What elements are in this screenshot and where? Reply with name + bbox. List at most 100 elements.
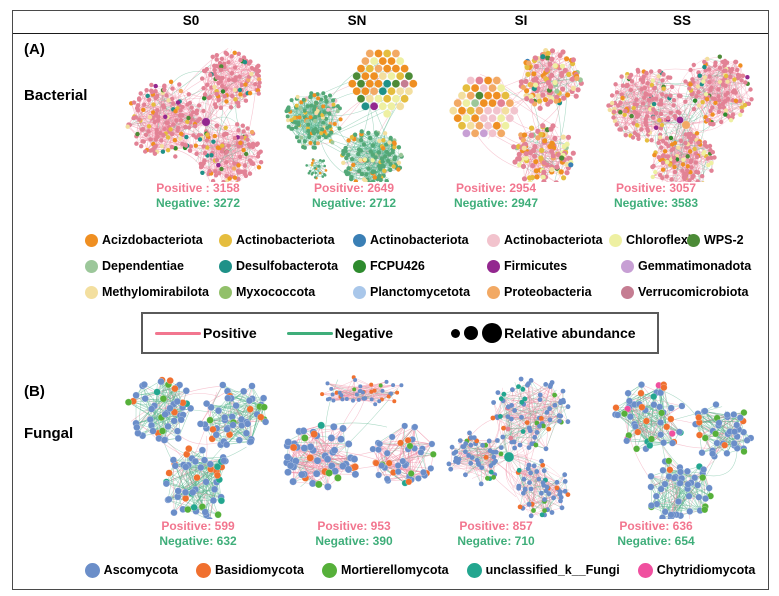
- legend-dot-icon: [466, 562, 482, 578]
- legend-dot-icon: [353, 285, 366, 299]
- panel-a-title: Bacterial: [24, 87, 88, 104]
- legend-label: WPS-2: [704, 233, 744, 247]
- legend-dot-icon: [487, 233, 500, 247]
- legend-dot-icon: [196, 562, 212, 578]
- network-bacterial-si: [449, 48, 584, 182]
- bacterial-legend-row-3: Methylomirabilota Myxococcota Planctomycet…: [85, 279, 755, 305]
- negative-line-label: Negative: [334, 325, 394, 341]
- positive-count: Positive: 857: [459, 519, 533, 533]
- legend-dot-icon: [219, 233, 232, 247]
- legend-item: Planctomycetota: [353, 285, 487, 299]
- negative-count: Negative: 390: [315, 533, 393, 548]
- legend-label: Basidiomycota: [215, 563, 304, 577]
- legend-item: Actinobacteriota: [353, 233, 487, 247]
- edge-legend-box: Positive Negative Relative abundance: [141, 312, 659, 354]
- legend-item: Methylomirabilota: [85, 285, 219, 299]
- abundance-dot-small: [451, 328, 461, 338]
- panel-b-tag: (B): [24, 383, 45, 400]
- legend-label: Firmicutes: [504, 259, 568, 273]
- positive-count: Positive : 3158: [156, 181, 240, 195]
- negative-line-swatch: [286, 331, 333, 335]
- column-header-s0: S0: [182, 13, 200, 28]
- header-divider: [13, 33, 768, 34]
- negative-count: Negative: 654: [617, 533, 695, 548]
- legend-label: Planctomycetota: [370, 285, 471, 299]
- column-header-ss: SS: [672, 13, 691, 28]
- legend-dot-icon: [621, 285, 634, 299]
- legend-dot-icon: [487, 285, 500, 299]
- legend-item: Chloroflexi: [609, 233, 691, 247]
- legend-dot-icon: [85, 233, 98, 247]
- legend-dot-icon: [609, 233, 622, 247]
- legend-dot-icon: [687, 233, 700, 247]
- legend-item: Basidiomycota: [196, 562, 304, 578]
- positive-line-label: Positive: [203, 325, 257, 341]
- column-header-sn: SN: [347, 13, 367, 28]
- positive-count: Positive: 636: [619, 519, 693, 533]
- negative-count: Negative: 632: [159, 533, 237, 548]
- figure-frame: S0 SN SI SS (A) Bacterial Positive : 315…: [12, 10, 769, 590]
- legend-item: Mortierellomycota: [321, 562, 449, 578]
- legend-label: Actinobacteriota: [370, 233, 469, 247]
- legend-item: Dependentiae: [85, 259, 219, 273]
- negative-count: Negative: 3583: [613, 195, 699, 210]
- legend-label: Proteobacteria: [504, 285, 592, 299]
- negative-count: Negative: 2712: [311, 195, 397, 210]
- abundance-dot-large: [482, 323, 503, 343]
- legend-label: Acizdobacteriota: [102, 233, 203, 247]
- legend-dot-icon: [487, 259, 500, 273]
- network-fungal-s0: [124, 376, 270, 519]
- legend-item: unclassified_k__Fungi: [466, 562, 620, 578]
- legend-dot-icon: [353, 233, 366, 247]
- legend-dot-icon: [219, 285, 232, 299]
- legend-label: Chytridiomycota: [656, 563, 756, 577]
- legend-item: Myxococcota: [219, 285, 353, 299]
- legend-label: Methylomirabilota: [102, 285, 209, 299]
- bacterial-legend-row-2: Dependentiae Desulfobacterota FCPU426 Firmi…: [85, 253, 755, 279]
- legend-item: Firmicutes: [487, 259, 621, 273]
- legend-label: Actinobacteriota: [504, 233, 603, 247]
- stats-fungal-si: Positive: 857 Negative: 710: [415, 519, 577, 548]
- network-fungal-ss: [611, 381, 755, 519]
- legend-item: Gemmatimonadota: [621, 259, 751, 273]
- legend-item: Proteobacteria: [487, 285, 621, 299]
- negative-count: Negative: 710: [457, 533, 535, 548]
- legend-dot-icon: [84, 562, 100, 578]
- legend-item: Chytridiomycota: [637, 562, 756, 578]
- positive-count: Positive: 953: [317, 519, 391, 533]
- panel-a-tag: (A): [24, 41, 45, 58]
- positive-line-swatch: [155, 331, 201, 335]
- legend-dot-icon: [321, 562, 337, 578]
- legend-dot-icon: [637, 562, 653, 578]
- positive-count: Positive: 2954: [455, 181, 537, 195]
- legend-item: WPS-2: [687, 233, 744, 247]
- legend-dot-icon: [621, 259, 634, 273]
- negative-count: Negative: 2947: [453, 195, 539, 210]
- stats-bacterial-si: Positive: 2954 Negative: 2947: [415, 181, 577, 210]
- network-fungal-sn: [283, 375, 437, 492]
- legend-item: Acizdobacteriota: [85, 233, 219, 247]
- legend-dot-icon: [85, 285, 98, 299]
- legend-item: Desulfobacterota: [219, 259, 353, 273]
- positive-count: Positive: 599: [161, 519, 235, 533]
- stats-bacterial-s0: Positive : 3158 Negative: 3272: [117, 181, 279, 210]
- legend-label: Dependentiae: [102, 259, 184, 273]
- abundance-label: Relative abundance: [504, 325, 636, 341]
- panel-b-title: Fungal: [24, 425, 74, 442]
- legend-label: unclassified_k__Fungi: [485, 563, 620, 577]
- legend-label: Desulfobacterota: [236, 259, 339, 273]
- legend-label: FCPU426: [370, 259, 425, 273]
- stats-fungal-s0: Positive: 599 Negative: 632: [117, 519, 279, 548]
- legend-label: Myxococcota: [236, 285, 316, 299]
- fungal-legend-row: Ascomycota Basidiomycota Mortierellomycota…: [73, 557, 767, 583]
- legend-label: Mortierellomycota: [340, 563, 449, 577]
- network-fungal-si: [446, 376, 571, 519]
- network-bacterial-ss: [606, 54, 754, 182]
- legend-dot-icon: [353, 259, 366, 273]
- legend-label: Gemmatimonadota: [638, 259, 752, 273]
- abundance-dot-medium: [464, 326, 479, 340]
- network-bacterial-sn: [284, 49, 418, 182]
- stats-fungal-ss: Positive: 636 Negative: 654: [575, 519, 737, 548]
- legend-item: Actinobacteriota: [487, 233, 609, 247]
